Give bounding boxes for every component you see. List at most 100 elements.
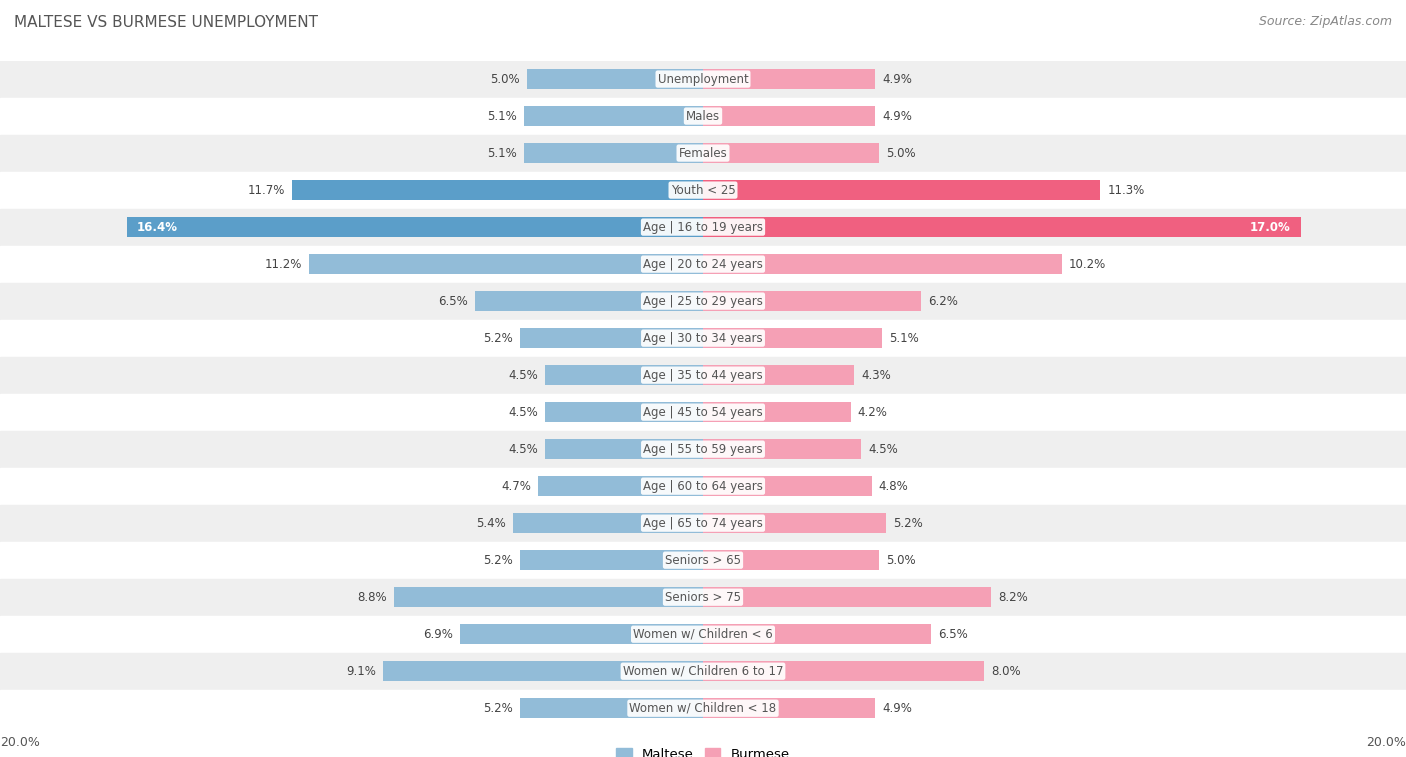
Bar (703, 513, 886, 534)
Text: 6.5%: 6.5% (939, 628, 969, 640)
Bar (703, 661, 984, 681)
Text: 8.8%: 8.8% (357, 590, 387, 603)
Bar (703, 143, 879, 164)
Text: 5.4%: 5.4% (477, 517, 506, 530)
Text: 20.0%: 20.0% (1367, 736, 1406, 749)
Text: 5.2%: 5.2% (893, 517, 922, 530)
Text: 6.9%: 6.9% (423, 628, 453, 640)
Text: Unemployment: Unemployment (658, 73, 748, 86)
Bar (0, 98, 1406, 135)
Bar (524, 106, 703, 126)
Text: Age | 55 to 59 years: Age | 55 to 59 years (643, 443, 763, 456)
Bar (0, 542, 1406, 578)
Text: 4.3%: 4.3% (860, 369, 891, 382)
Bar (0, 690, 1406, 727)
Bar (524, 143, 703, 164)
Text: 4.2%: 4.2% (858, 406, 887, 419)
Bar (703, 217, 1301, 237)
Bar (0, 615, 1406, 653)
Bar (703, 587, 991, 607)
Text: 8.2%: 8.2% (998, 590, 1028, 603)
Text: 5.1%: 5.1% (486, 110, 517, 123)
Bar (703, 439, 860, 459)
Bar (0, 505, 1406, 542)
Bar (703, 291, 921, 311)
Bar (537, 476, 703, 497)
Bar (0, 135, 1406, 172)
Bar (703, 476, 872, 497)
Text: 5.2%: 5.2% (484, 702, 513, 715)
Text: 4.5%: 4.5% (508, 443, 537, 456)
Bar (0, 394, 1406, 431)
Text: Source: ZipAtlas.com: Source: ZipAtlas.com (1258, 15, 1392, 28)
Text: 5.2%: 5.2% (484, 332, 513, 344)
Text: 4.5%: 4.5% (508, 406, 537, 419)
Bar (703, 180, 1099, 201)
Bar (546, 439, 703, 459)
Text: 16.4%: 16.4% (138, 220, 179, 234)
Text: 5.0%: 5.0% (491, 73, 520, 86)
Bar (703, 254, 1062, 274)
Text: Age | 16 to 19 years: Age | 16 to 19 years (643, 220, 763, 234)
Text: 8.0%: 8.0% (991, 665, 1021, 678)
Bar (0, 209, 1406, 245)
Bar (546, 402, 703, 422)
Bar (703, 106, 875, 126)
Bar (0, 431, 1406, 468)
Text: 20.0%: 20.0% (0, 736, 39, 749)
Bar (309, 254, 703, 274)
Bar (703, 550, 879, 570)
Bar (475, 291, 703, 311)
Text: Age | 35 to 44 years: Age | 35 to 44 years (643, 369, 763, 382)
Bar (0, 172, 1406, 209)
Bar (0, 61, 1406, 98)
Text: 5.2%: 5.2% (484, 553, 513, 567)
Text: Males: Males (686, 110, 720, 123)
Text: 4.5%: 4.5% (508, 369, 537, 382)
Bar (703, 698, 875, 718)
Text: 4.9%: 4.9% (883, 110, 912, 123)
Text: 4.7%: 4.7% (501, 480, 531, 493)
Bar (546, 365, 703, 385)
Text: 4.9%: 4.9% (883, 73, 912, 86)
Text: Age | 65 to 74 years: Age | 65 to 74 years (643, 517, 763, 530)
Bar (703, 328, 883, 348)
Text: MALTESE VS BURMESE UNEMPLOYMENT: MALTESE VS BURMESE UNEMPLOYMENT (14, 15, 318, 30)
Bar (292, 180, 703, 201)
Text: 5.1%: 5.1% (486, 147, 517, 160)
Text: Youth < 25: Youth < 25 (671, 184, 735, 197)
Bar (703, 365, 855, 385)
Bar (0, 357, 1406, 394)
Text: 4.5%: 4.5% (869, 443, 898, 456)
Text: 11.2%: 11.2% (264, 257, 302, 270)
Text: 5.1%: 5.1% (889, 332, 920, 344)
Text: 10.2%: 10.2% (1069, 257, 1105, 270)
Text: Age | 60 to 64 years: Age | 60 to 64 years (643, 480, 763, 493)
Text: 17.0%: 17.0% (1250, 220, 1291, 234)
Bar (0, 653, 1406, 690)
Bar (127, 217, 703, 237)
Text: Women w/ Children 6 to 17: Women w/ Children 6 to 17 (623, 665, 783, 678)
Text: Females: Females (679, 147, 727, 160)
Bar (0, 578, 1406, 615)
Bar (703, 402, 851, 422)
Bar (520, 328, 703, 348)
Bar (0, 319, 1406, 357)
Text: 6.5%: 6.5% (437, 294, 467, 307)
Text: 9.1%: 9.1% (346, 665, 377, 678)
Text: 5.0%: 5.0% (886, 147, 915, 160)
Text: 5.0%: 5.0% (886, 553, 915, 567)
Bar (527, 69, 703, 89)
Bar (0, 468, 1406, 505)
Bar (520, 550, 703, 570)
Text: 4.9%: 4.9% (883, 702, 912, 715)
Bar (520, 698, 703, 718)
Text: Age | 45 to 54 years: Age | 45 to 54 years (643, 406, 763, 419)
Legend: Maltese, Burmese: Maltese, Burmese (610, 743, 796, 757)
Text: 11.3%: 11.3% (1108, 184, 1144, 197)
Text: Age | 25 to 29 years: Age | 25 to 29 years (643, 294, 763, 307)
Bar (703, 624, 932, 644)
Bar (461, 624, 703, 644)
Text: 4.8%: 4.8% (879, 480, 908, 493)
Bar (0, 245, 1406, 282)
